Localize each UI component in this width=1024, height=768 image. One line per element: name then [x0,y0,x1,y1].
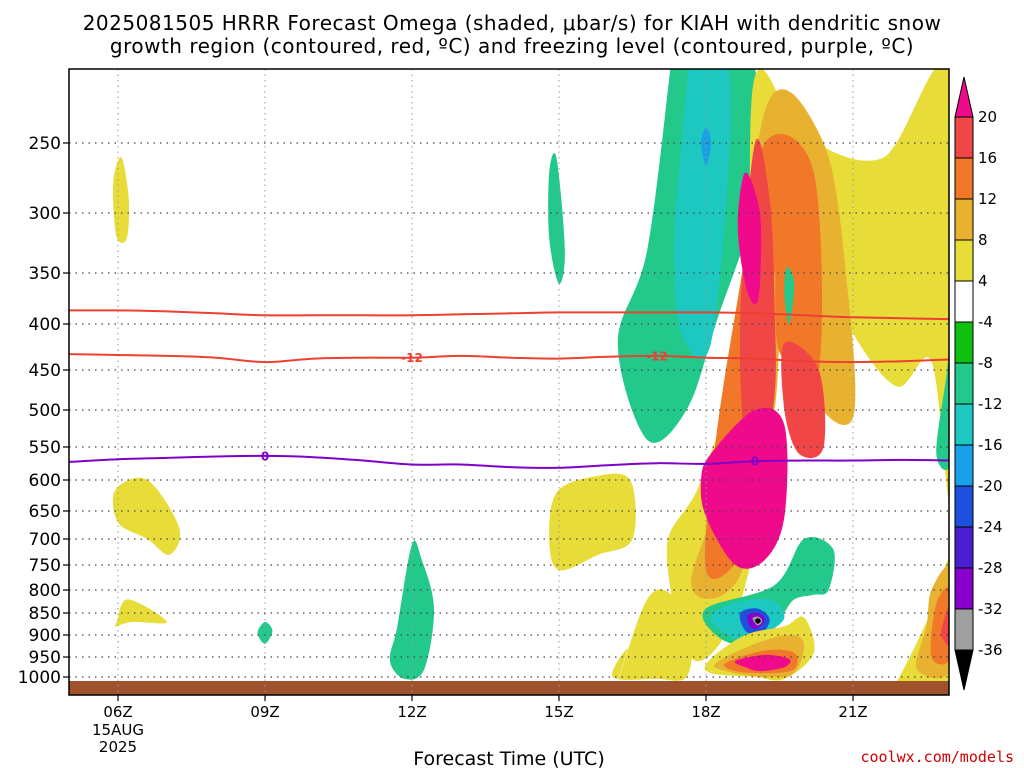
ground-surface [69,681,949,695]
x-tick-sublabel: 2025 [99,738,137,756]
y-tick-label: 900 [29,626,61,646]
x-tick-label: 21Z [838,703,867,721]
y-tick-label: 500 [29,401,61,421]
y-tick-label: 750 [29,556,61,576]
omega-region-21 [700,407,788,569]
chart-title-line2: growth region (contoured, red, ºC) and f… [110,34,914,58]
omega-region-33 [734,654,791,672]
y-tick-label: 700 [29,530,61,550]
colorbar-bin [954,526,974,569]
colorbar-label: 8 [978,231,988,249]
colorbar-bin [954,157,974,200]
omega-region-20 [737,172,762,305]
x-tick-label: 18Z [691,703,720,721]
colorbar: 20 16 12 8 4 -4 -8 -12 -16 -20 -24 -28 -32 -36 [954,76,1003,691]
colorbar-bin [954,403,974,446]
colorbar-bin [954,198,974,241]
x-tick-label: 09Z [250,703,279,721]
temperature-contour-0 [69,353,949,364]
colorbar-label: 12 [978,190,997,208]
colorbar-bin [954,567,974,610]
y-tick-label: 950 [29,648,61,668]
temperature-contour-1 [69,309,949,321]
y-tick-label: 850 [29,604,61,624]
omega-region-23 [784,267,795,325]
colorbar-label: -36 [978,641,1003,659]
contour-label: -12 [401,351,423,365]
source-credit: coolwx.com/models [860,748,1014,766]
colorbar-bin [954,239,974,282]
omega-region-18 [781,341,826,459]
x-tick-label: 15Z [544,703,573,721]
y-tick-label: 800 [29,581,61,601]
omega-region-7 [612,589,693,682]
y-tick-label: 550 [29,438,61,458]
colorbar-bin [954,485,974,528]
pressure-axis: 2503003504004505005506006507007508008509… [18,134,69,688]
colorbar-label: 20 [978,108,997,126]
y-tick-label: 450 [29,361,61,381]
contour-label: 0 [261,449,269,463]
colorbar-label: 4 [978,272,988,290]
colorbar-bin [954,362,974,405]
colorbar-min-arrow [954,649,974,691]
x-tick-sublabel: 15AUG [92,721,144,739]
shaded-omega-field [69,69,949,695]
colorbar-max-arrow [954,76,974,118]
plot-area: -12 -12 0 0 [68,68,950,696]
colorbar-label: -24 [978,518,1003,536]
x-axis-label: Forecast Time (UTC) [413,748,604,768]
omega-region-16 [930,586,949,665]
omega-region-4 [389,540,435,680]
contour-label: 0 [751,455,759,469]
y-tick-label: 250 [29,134,61,154]
omega-region-9 [674,69,731,360]
plot-frame [68,68,950,696]
y-tick-label: 650 [29,502,61,522]
contours: -12 -12 0 0 [69,309,949,469]
colorbar-label: -4 [978,313,993,331]
chart-title-line1: 2025081505 HRRR Forecast Omega (shaded, … [83,11,942,35]
colorbar-label: -20 [978,477,1003,495]
omega-region-3 [257,621,273,644]
colorbar-bin [954,444,974,487]
freezing_level-contour-2 [69,454,949,469]
colorbar-label: -32 [978,600,1003,618]
y-tick-label: 350 [29,264,61,284]
x-tick-label: 12Z [397,703,426,721]
y-tick-label: 1000 [18,668,61,688]
omega-region-1 [112,477,181,555]
omega-region-6 [549,473,636,571]
colorbar-label: -12 [978,395,1003,413]
colorbar-bin [954,321,974,364]
contour-label: -12 [646,349,668,363]
omega-region-0 [112,157,130,243]
y-tick-label: 400 [29,315,61,335]
omega-region-5 [548,152,565,284]
omega-region-29 [754,618,761,624]
colorbar-bin [954,608,974,651]
colorbar-label: -28 [978,559,1003,577]
x-tick-label: 06Z [103,703,132,721]
omega-region-24 [936,350,949,471]
colorbar-label: 16 [978,149,997,167]
colorbar-label: -16 [978,436,1003,454]
colorbar-bin [954,280,974,323]
colorbar-label: -8 [978,354,993,372]
y-tick-label: 300 [29,204,61,224]
y-tick-label: 600 [29,471,61,491]
colorbar-bin [954,116,974,159]
